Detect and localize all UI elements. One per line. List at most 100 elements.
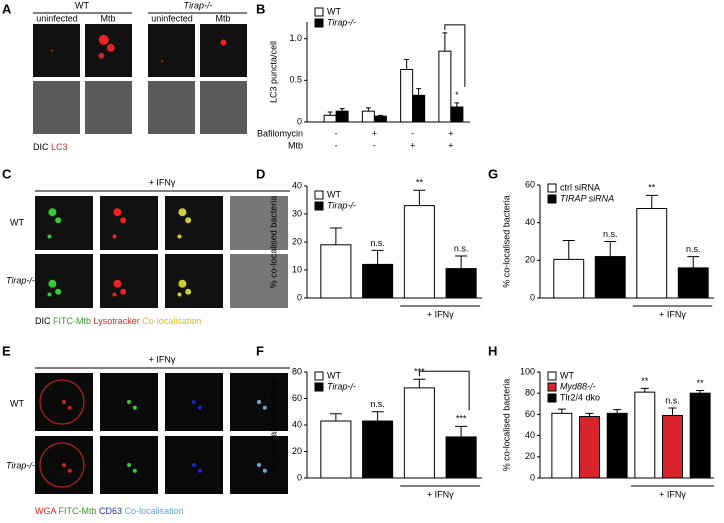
micrograph-spot <box>50 49 53 52</box>
error-bar <box>557 408 566 414</box>
bar <box>438 50 452 123</box>
micrograph-spot <box>67 468 72 473</box>
micrograph-spot <box>112 292 117 297</box>
bar <box>320 420 352 479</box>
column-label: uninfected <box>151 13 193 23</box>
error-bar <box>371 411 384 422</box>
caption-part: CD63 <box>99 506 122 516</box>
bar <box>335 110 349 123</box>
bar <box>323 114 337 123</box>
caption-part: Co-localisation <box>142 316 201 326</box>
treatment-value: - <box>411 128 414 138</box>
micrograph <box>33 81 80 134</box>
micrograph-spot <box>55 217 62 224</box>
bar <box>579 416 600 479</box>
legend-label: ctrl siRNA <box>560 182 600 192</box>
legend-label: WT <box>327 6 341 16</box>
legend-label: WT <box>560 370 574 380</box>
y-tick-label: 20 <box>525 255 535 265</box>
bar <box>362 263 394 299</box>
legend-swatch <box>547 382 557 392</box>
category-label: + IFNγ <box>427 489 454 499</box>
bar <box>594 256 626 299</box>
bar <box>662 414 683 479</box>
y-axis-label: % co-localised bacteria <box>268 379 278 472</box>
significance-label: *** <box>456 414 467 424</box>
micrograph-spot <box>177 292 182 297</box>
micrograph-spot <box>132 405 137 410</box>
treatment-value: + <box>410 140 415 150</box>
bar <box>403 387 435 479</box>
caption-part: LC3 <box>51 142 68 152</box>
row-label: WT <box>10 398 24 408</box>
caption: WGA FITC-Mtb CD63 Co-localisation <box>35 506 184 516</box>
group-label: Tirap-/- <box>184 0 213 10</box>
panel-letter: A <box>2 1 12 16</box>
micrograph-spot <box>62 463 66 467</box>
y-tick-label: 60 <box>525 409 535 419</box>
error-bar <box>413 378 426 388</box>
bar <box>400 69 414 123</box>
bar <box>634 391 656 479</box>
legend-label: Tirap-/- <box>327 200 356 210</box>
micrograph-spot <box>112 234 117 239</box>
legend-label: WT <box>327 189 341 199</box>
y-tick-label: 60 <box>292 393 302 403</box>
micrograph <box>35 196 93 250</box>
comparison-bracket <box>444 24 466 87</box>
legend-swatch <box>314 7 324 17</box>
y-tick-label: 0 <box>297 472 302 482</box>
row-label: Tirap-/- <box>6 275 35 285</box>
micrograph-spot <box>197 405 202 410</box>
micrograph-spot <box>106 43 115 52</box>
panel-letter: F <box>256 343 264 358</box>
legend-swatch <box>547 393 557 403</box>
bar <box>403 205 435 299</box>
error-bar <box>687 256 700 268</box>
bar <box>606 412 628 479</box>
header: + IFNγ <box>149 177 176 187</box>
y-tick-label: 0 <box>297 116 302 126</box>
micrograph-spot <box>55 288 62 295</box>
y-tick-label: 80 <box>525 388 535 398</box>
significance-label: n.s. <box>665 395 680 405</box>
image-panels <box>33 24 288 494</box>
micrograph-spot <box>98 52 105 59</box>
y-tick-label: 40 <box>525 430 535 440</box>
bar <box>320 244 352 299</box>
micrograph-spot <box>178 208 187 217</box>
significance-label: n.s. <box>370 238 385 248</box>
error-bar <box>645 194 658 209</box>
error-bar <box>339 108 345 112</box>
significance-label: n.s. <box>603 229 618 239</box>
caption-part: DIC <box>33 142 49 152</box>
legend-label: WT <box>327 370 341 380</box>
legend-swatch <box>314 382 324 392</box>
legend-swatch <box>547 194 557 204</box>
micrograph-spot <box>47 234 52 239</box>
micrograph <box>35 254 93 308</box>
micrograph-spot <box>257 400 261 404</box>
y-tick-label: 40 <box>292 419 302 429</box>
bar <box>412 94 426 123</box>
caption-part: FITC-Mtb <box>59 506 97 516</box>
bar <box>445 436 477 479</box>
error-bar <box>668 407 677 416</box>
legend-swatch <box>314 371 324 381</box>
micrograph-spot <box>98 34 109 45</box>
significance-label: ** <box>697 378 705 388</box>
legend-swatch <box>547 371 557 381</box>
micrograph-spot <box>185 217 192 224</box>
bar <box>361 110 375 123</box>
y-tick-label: 40 <box>292 180 302 190</box>
caption-part: DIC <box>35 316 51 326</box>
legend-label: Tirap-/- <box>327 17 356 27</box>
micrograph-spot <box>161 60 164 63</box>
legend-label: Tlr2/4 dko <box>560 392 600 402</box>
y-tick-label: 30 <box>292 208 302 218</box>
caption-part: WGA <box>35 506 56 516</box>
error-bar <box>562 240 575 260</box>
y-tick-label: 1.0 <box>289 33 302 43</box>
panel-letter: B <box>256 1 265 16</box>
